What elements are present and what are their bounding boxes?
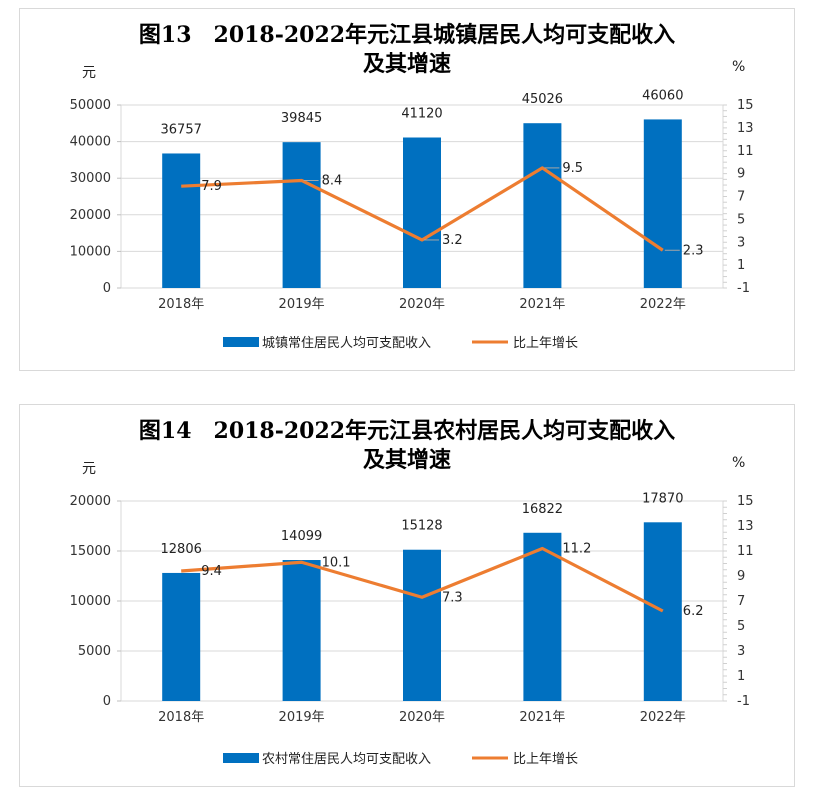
right-axis-tick-label: 15: [737, 494, 754, 509]
right-axis-tick-label: 7: [737, 190, 745, 205]
line-value-label: 2.3: [683, 243, 704, 258]
legend-bar-label: 城镇常住居民人均可支配收入: [262, 336, 431, 351]
line-value-label: 7.3: [442, 590, 463, 605]
chart-panel-rural: 图14 2018-2022年元江县农村居民人均可支配收入 及其增速 0 5000 1…: [19, 404, 795, 787]
bar-2018年: [162, 572, 201, 701]
right-axis-tick-label: 1: [737, 258, 745, 273]
right-axis-tick-label: 3: [737, 644, 745, 659]
left-axis-tick-label: 20000: [70, 494, 111, 509]
bar-value-label: 17870: [642, 491, 683, 506]
left-axis-tick-label: 30000: [70, 171, 111, 186]
left-axis-tick-label: 10000: [70, 244, 111, 259]
bar-2021年: [523, 123, 562, 289]
line-value-label: 3.2: [442, 233, 463, 248]
category-label: 2018年: [158, 297, 204, 312]
bar-2019年: [282, 560, 321, 701]
bar-value-label: 41120: [401, 107, 442, 122]
right-axis-tick-label: 9: [737, 167, 745, 182]
bar-value-label: 15128: [401, 519, 442, 534]
growth-line: [181, 546, 664, 613]
category-label: 2022年: [640, 710, 686, 725]
right-axis-tick-label: 13: [737, 519, 754, 534]
left-axis-tick-label: 0: [103, 281, 111, 296]
bar-2020年: [403, 137, 441, 288]
bar-2022年: [643, 522, 682, 701]
bar-value-label: 16822: [522, 502, 563, 517]
chart-title-line2: 及其增速: [362, 51, 451, 77]
category-label: 2020年: [399, 297, 445, 312]
legend-line-label: 比上年增长: [513, 336, 578, 351]
line-value-label: 9.4: [201, 564, 222, 579]
chart-title-line1: 图14 2018-2022年元江县农村居民人均可支配收入: [138, 418, 676, 444]
right-axis-tick-label: 7: [737, 594, 745, 609]
bar-2020年: [403, 549, 441, 701]
chart-svg-urban: 01000020000300004000050000-113579111315元…: [70, 59, 754, 351]
line-value-label: 11.2: [562, 542, 591, 557]
left-axis-tick-label: 40000: [70, 135, 111, 150]
line-value-label: 7.9: [201, 179, 222, 194]
line-value-label: 9.5: [562, 161, 583, 176]
legend-bar-swatch: [223, 337, 259, 347]
bar-value-label: 36757: [161, 122, 202, 137]
right-axis-tick-label: 1: [737, 669, 745, 684]
right-axis-tick-label: 11: [737, 144, 754, 159]
growth-line: [181, 166, 664, 252]
bar-value-label: 39845: [281, 111, 322, 126]
right-axis-tick-label: 13: [737, 121, 754, 136]
left-axis-tick-label: 20000: [70, 208, 111, 223]
chart-title: 图14 2018-2022年元江县农村居民人均可支配收入 及其增速: [20, 417, 794, 475]
right-axis-tick-label: 9: [737, 569, 745, 584]
left-axis-tick-label: 10000: [70, 594, 111, 609]
category-label: 2021年: [519, 710, 565, 725]
right-axis-tick-label: -1: [737, 281, 750, 296]
right-axis-unit: %: [732, 455, 745, 471]
legend-bar-label: 农村常住居民人均可支配收入: [262, 752, 431, 767]
right-axis-tick-label: 3: [737, 235, 745, 250]
chart-title-line2: 及其增速: [362, 447, 451, 473]
legend-line-label: 比上年增长: [513, 752, 578, 767]
category-label: 2019年: [279, 297, 325, 312]
bar-value-label: 12806: [161, 542, 202, 557]
right-axis-tick-label: 5: [737, 212, 745, 227]
bar-value-label: 14099: [281, 529, 322, 544]
right-axis-tick-label: -1: [737, 694, 750, 709]
category-label: 2021年: [519, 297, 565, 312]
bar-2021年: [523, 532, 562, 701]
bar-value-label: 46060: [642, 88, 683, 103]
category-label: 2019年: [279, 710, 325, 725]
right-axis-tick-label: 11: [737, 544, 754, 559]
left-axis-unit: 元: [82, 65, 96, 81]
category-label: 2018年: [158, 710, 204, 725]
left-axis-tick-label: 5000: [78, 644, 111, 659]
bar-2022年: [643, 119, 682, 288]
line-value-label: 6.2: [683, 604, 704, 619]
bar-value-label: 45026: [522, 92, 563, 107]
chart-panel-urban: 图13 2018-2022年元江县城镇居民人均可支配收入 及其增速 0 10000…: [19, 8, 795, 371]
right-axis-unit: %: [732, 59, 745, 75]
left-axis-tick-label: 50000: [70, 98, 111, 113]
left-axis-tick-label: 15000: [70, 544, 111, 559]
left-axis-unit: 元: [82, 461, 96, 477]
bar-2018年: [162, 153, 201, 288]
chart-title: 图13 2018-2022年元江县城镇居民人均可支配收入 及其增速: [20, 21, 794, 79]
right-axis-tick-label: 15: [737, 98, 754, 113]
category-label: 2022年: [640, 297, 686, 312]
left-axis-tick-label: 0: [103, 694, 111, 709]
bar-2019年: [282, 142, 321, 288]
line-value-label: 8.4: [322, 173, 343, 188]
category-label: 2020年: [399, 710, 445, 725]
legend-bar-swatch: [223, 753, 259, 763]
line-value-label: 10.1: [322, 555, 351, 570]
right-axis-tick-label: 5: [737, 619, 745, 634]
chart-title-line1: 图13 2018-2022年元江县城镇居民人均可支配收入: [138, 22, 676, 48]
